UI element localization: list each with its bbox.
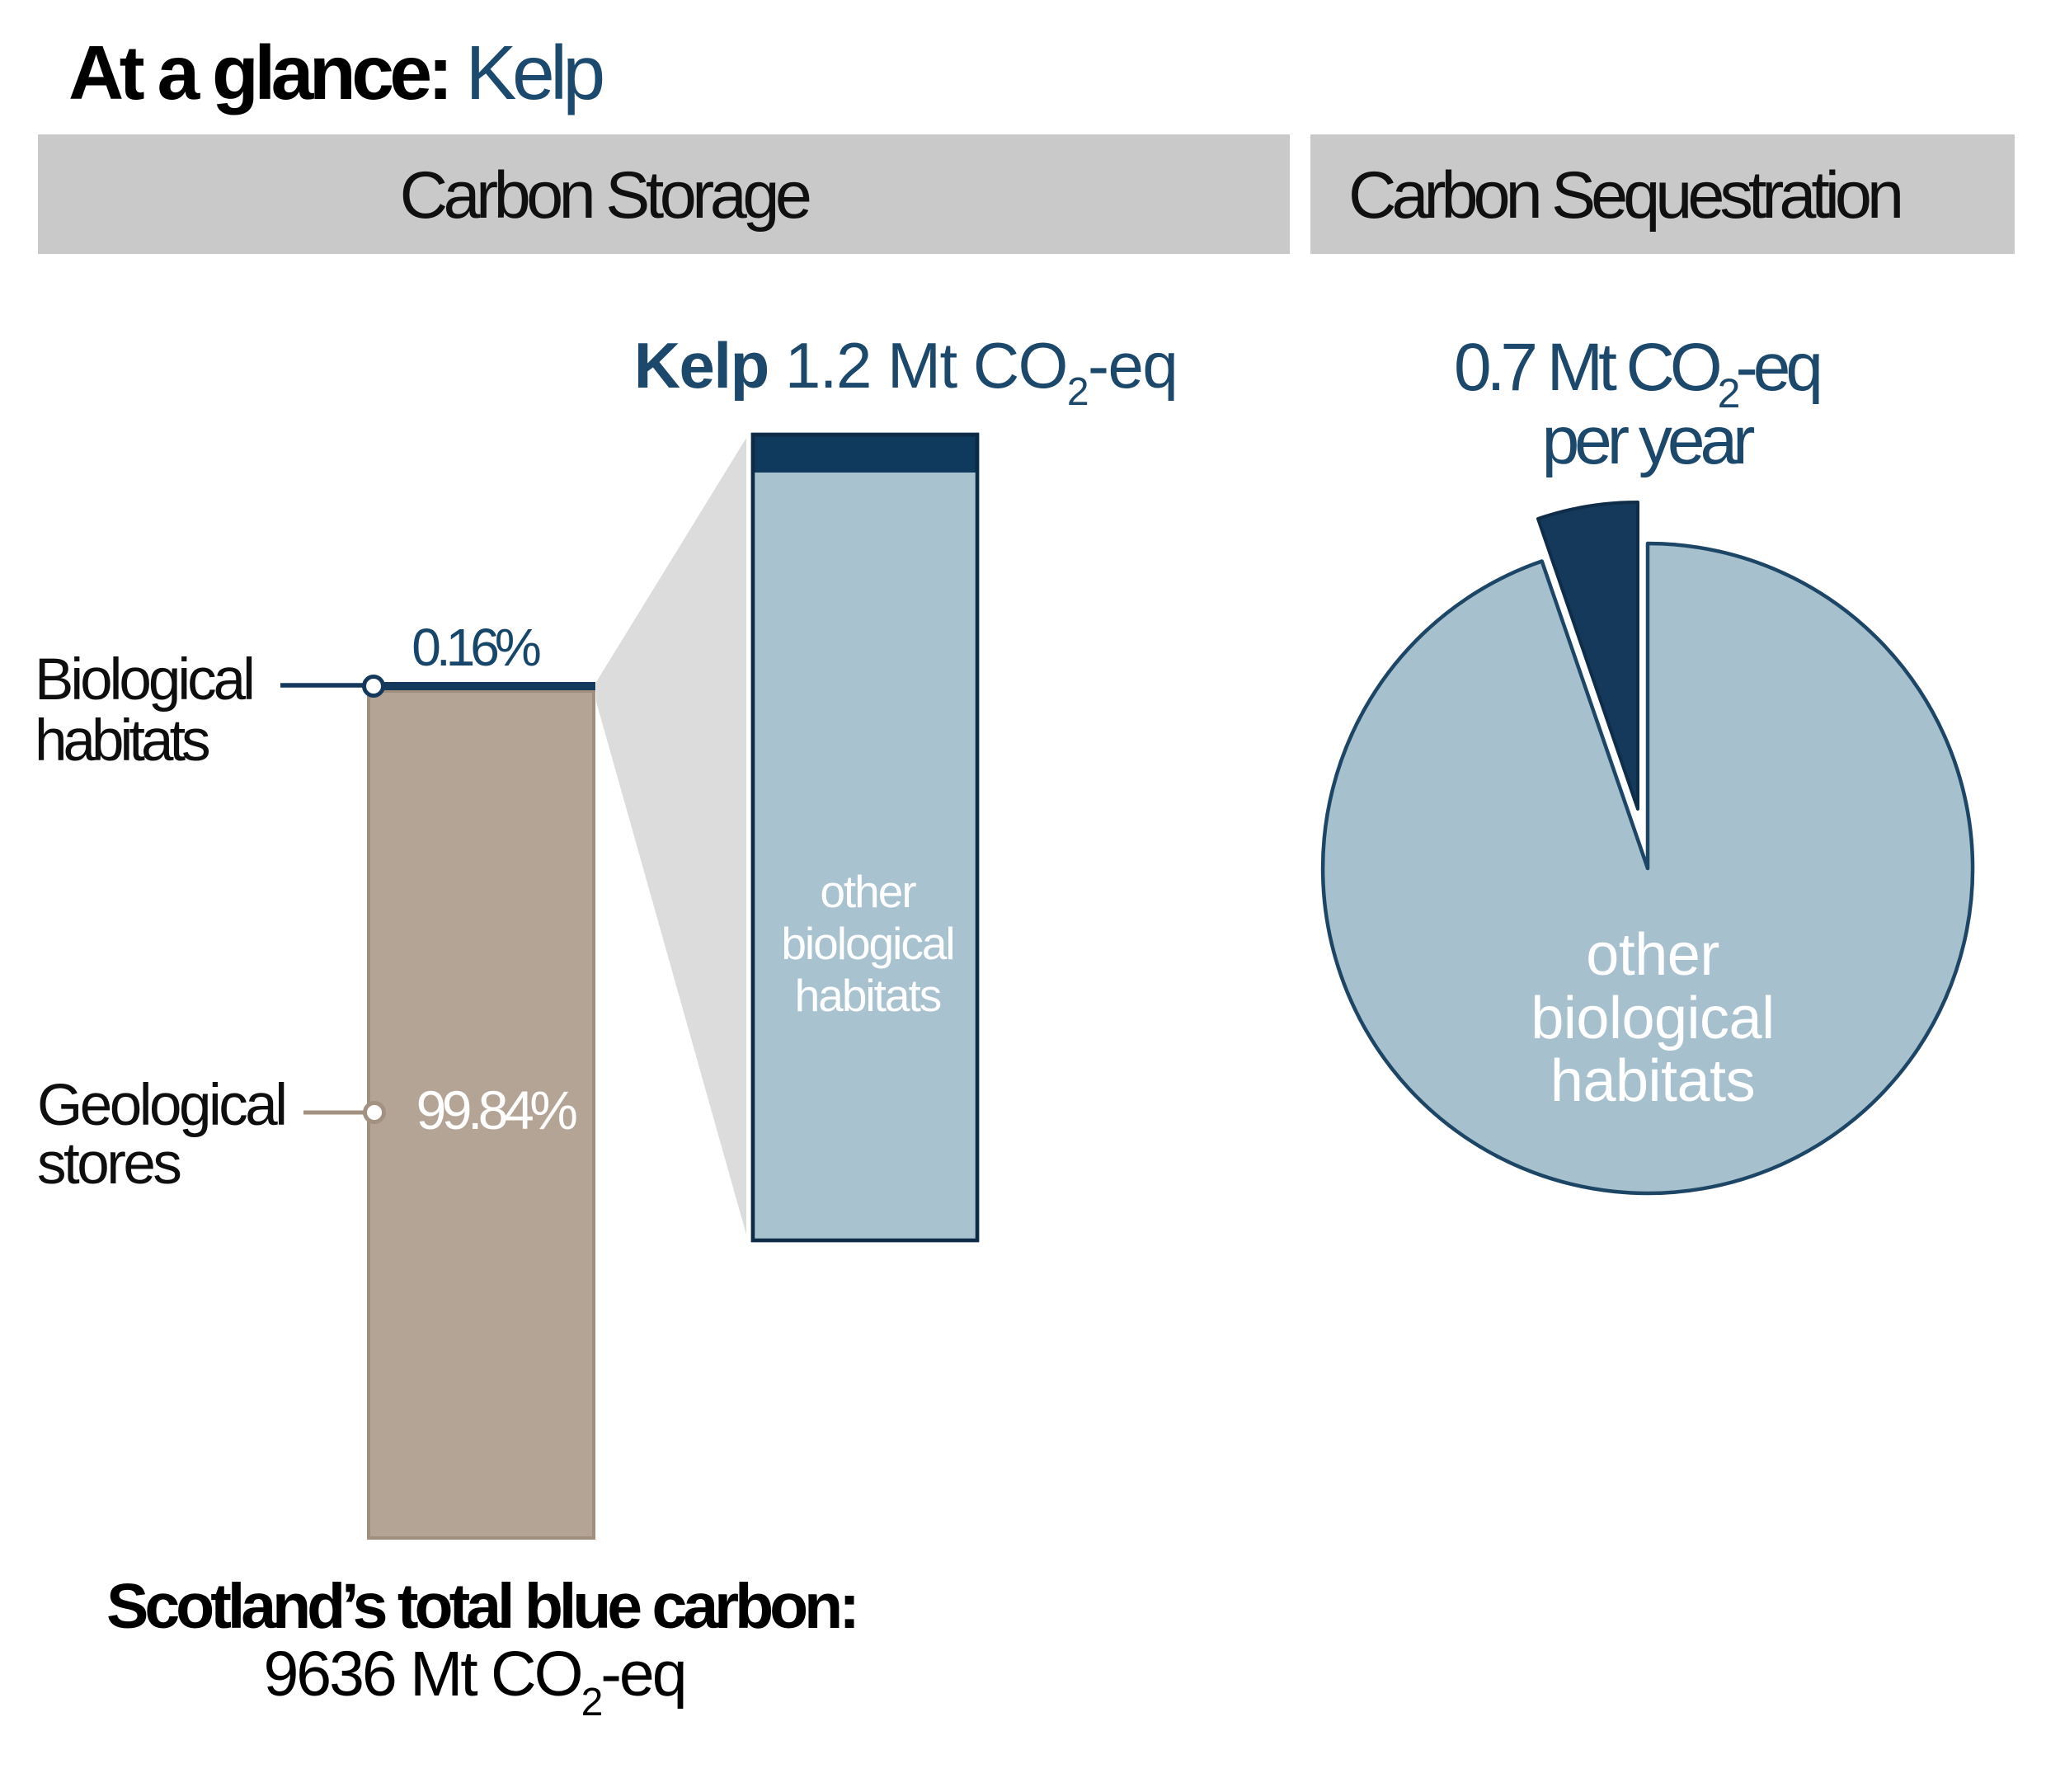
svg-text:Kelp 1.2 Mt CO2-eq: Kelp 1.2 Mt CO2-eq bbox=[634, 329, 1178, 414]
svg-text:At a glance: Kelp: At a glance: Kelp bbox=[68, 30, 602, 115]
svg-text:habitats: habitats bbox=[795, 970, 941, 1021]
svg-text:0.16%: 0.16% bbox=[412, 618, 540, 677]
svg-text:habitats: habitats bbox=[1550, 1048, 1755, 1114]
svg-text:other: other bbox=[820, 866, 916, 917]
svg-text:biological: biological bbox=[1531, 985, 1774, 1051]
svg-text:Scotland’s total blue carbon:: Scotland’s total blue carbon: bbox=[106, 1571, 856, 1642]
svg-text:Carbon Sequestration: Carbon Sequestration bbox=[1348, 158, 1900, 233]
svg-text:habitats: habitats bbox=[35, 708, 209, 774]
svg-text:0.7 Mt CO2-eq: 0.7 Mt CO2-eq bbox=[1454, 330, 1819, 416]
svg-text:99.84%: 99.84% bbox=[416, 1079, 577, 1141]
svg-text:per year: per year bbox=[1542, 403, 1755, 478]
svg-text:stores: stores bbox=[37, 1131, 180, 1197]
svg-text:Biological: Biological bbox=[35, 647, 252, 713]
svg-text:other: other bbox=[1586, 922, 1719, 988]
svg-text:biological: biological bbox=[781, 918, 953, 969]
svg-text:Carbon Storage: Carbon Storage bbox=[400, 158, 810, 233]
svg-text:Geological: Geological bbox=[37, 1073, 285, 1138]
